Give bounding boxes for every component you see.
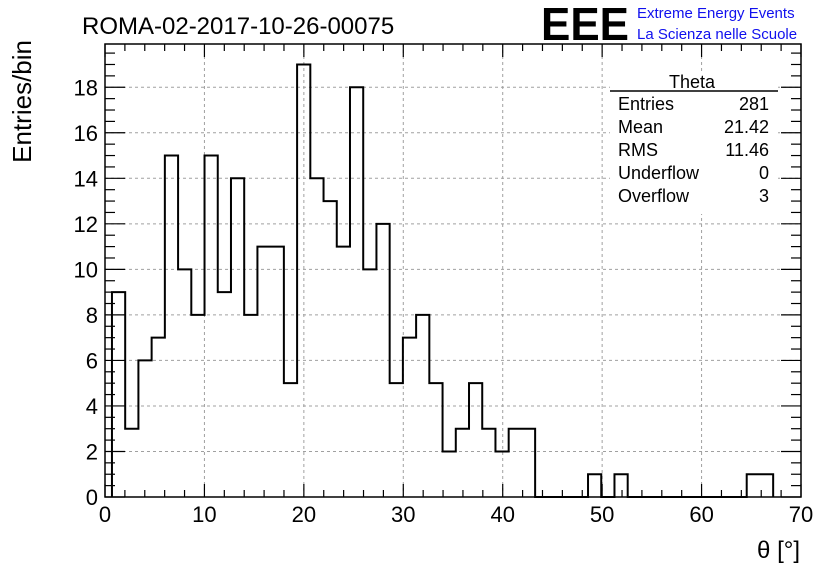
stats-row-label: Overflow <box>618 186 690 206</box>
histogram-bin <box>456 429 469 497</box>
histogram-bin <box>482 429 495 497</box>
grid-lines <box>105 44 801 497</box>
stats-row-label: Underflow <box>618 163 700 183</box>
histogram-bin <box>125 429 138 497</box>
x-tick-label: 50 <box>590 502 614 527</box>
y-tick-label: 8 <box>86 303 98 328</box>
histogram-bin <box>205 156 218 497</box>
stats-row-value: 21.42 <box>724 117 769 137</box>
chart-title: ROMA-02-2017-10-26-00075 <box>82 13 394 40</box>
histogram-bin <box>588 474 601 497</box>
stats-row-label: Mean <box>618 117 663 137</box>
histogram-bin <box>337 247 350 497</box>
axis-ticks <box>104 44 802 498</box>
histogram-bin <box>244 315 257 497</box>
histogram-bin <box>747 474 760 497</box>
stats-row-value: 281 <box>739 94 769 114</box>
y-tick-label: 4 <box>86 394 98 419</box>
stats-row-value: 0 <box>759 163 769 183</box>
stats-box <box>610 72 778 214</box>
logo-line-2: La Scienza nelle Scuole <box>637 26 797 43</box>
x-tick-label: 10 <box>192 502 216 527</box>
y-tick-label: 18 <box>74 75 98 100</box>
histogram-bin <box>152 338 165 497</box>
histogram-bin <box>138 360 151 497</box>
histogram-bin <box>257 247 270 497</box>
x-axis-label: θ [°] <box>757 537 800 564</box>
stats-row-label: RMS <box>618 140 658 160</box>
histogram-bin <box>191 315 204 497</box>
histogram-bin <box>178 269 191 497</box>
histogram-bin <box>324 201 337 497</box>
logo-mark: EEE <box>541 0 629 50</box>
histogram-bin <box>231 178 244 497</box>
x-tick-label: 0 <box>99 502 111 527</box>
y-tick-label: 6 <box>86 348 98 373</box>
histogram-bin <box>760 474 773 497</box>
histogram-bin <box>522 429 535 497</box>
histogram-bin <box>350 87 363 497</box>
stats-row-value: 11.46 <box>725 140 769 160</box>
histogram-bin <box>509 429 522 497</box>
y-tick-label: 16 <box>74 121 98 146</box>
plot-frame <box>104 43 802 498</box>
histogram-bin <box>271 247 284 497</box>
histogram-bin <box>403 338 416 497</box>
histogram-bin <box>376 224 389 497</box>
histogram-bin <box>495 451 508 497</box>
histogram-bin <box>284 383 297 497</box>
histogram-bin <box>112 292 125 497</box>
logo-line-1: Extreme Energy Events <box>637 5 795 22</box>
histogram-bin <box>614 474 627 497</box>
histogram-bin <box>297 64 310 497</box>
y-tick-label: 0 <box>86 485 98 510</box>
histogram-bin <box>390 383 403 497</box>
y-axis-label: Entries/bin <box>7 40 37 163</box>
stats-name: Theta <box>669 72 716 92</box>
x-tick-label: 20 <box>292 502 316 527</box>
histogram-bin <box>165 156 178 497</box>
stats-rows: Entries 281 Mean 21.42 RMS 11.46 Underflow 0 Ove… <box>618 94 769 206</box>
y-tick-label: 14 <box>74 166 98 191</box>
histogram-bin <box>469 383 482 497</box>
x-tick-label: 70 <box>789 502 813 527</box>
y-tick-label: 2 <box>86 439 98 464</box>
histogram-bin <box>218 292 231 497</box>
x-tick-label: 40 <box>490 502 514 527</box>
histogram-bin <box>429 383 442 497</box>
histogram-series <box>110 63 775 498</box>
histogram-bin <box>310 178 323 497</box>
histogram-bin <box>443 451 456 497</box>
histogram-outline <box>110 63 775 498</box>
histogram-bin <box>363 269 376 497</box>
histogram-bin <box>416 315 429 497</box>
y-tick-label: 12 <box>74 212 98 237</box>
x-tick-label: 30 <box>391 502 415 527</box>
stats-row-label: Entries <box>618 94 674 114</box>
stats-row-value: 3 <box>759 186 769 206</box>
y-tick-label: 10 <box>74 257 98 282</box>
x-tick-label: 60 <box>689 502 713 527</box>
